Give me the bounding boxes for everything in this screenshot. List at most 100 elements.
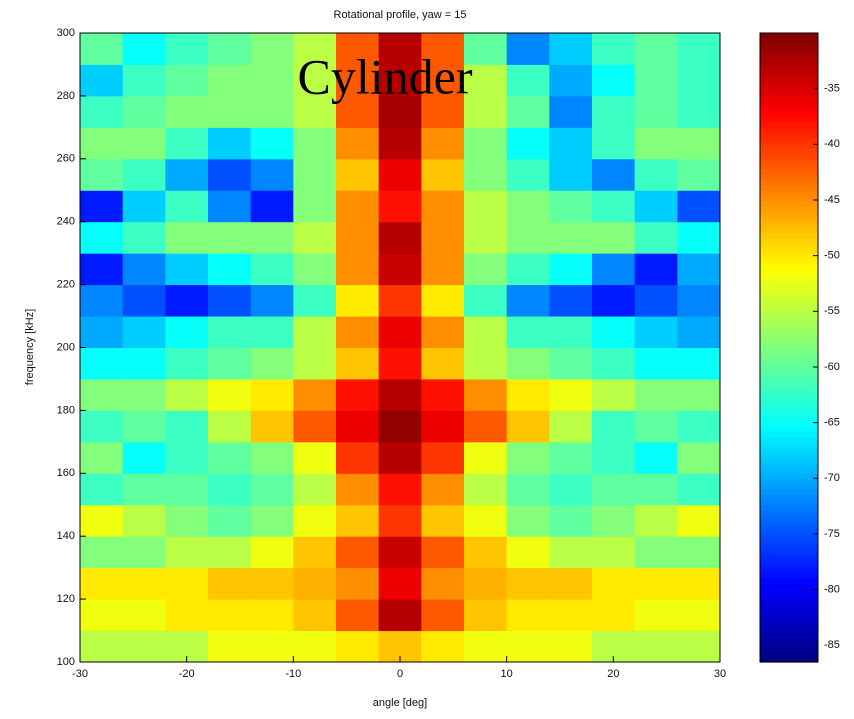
heat-cell [677,599,721,632]
heat-cell [677,441,721,474]
heat-cell [336,441,380,474]
colorbar-strip [760,541,818,548]
heat-cell [592,504,636,537]
colorbar-strip [760,562,818,569]
heat-cell [677,473,721,506]
colorbar-strip [760,321,818,328]
heat-cell [549,284,593,317]
colorbar-strip [760,247,818,254]
heat-cell [592,95,636,128]
heat-cell [80,504,124,537]
y-tick-label: 260 [57,153,75,165]
heat-cell [549,316,593,348]
heat-cell [549,504,593,537]
heat-cell [421,284,465,317]
heat-cell [208,95,252,128]
heat-cell [208,473,252,506]
colorbar-strip [760,641,818,647]
heat-cell [378,567,422,600]
colorbar-strip [760,405,818,411]
colorbar-strip [760,462,818,469]
colorbar-strip [760,74,818,81]
heat-cell [421,95,465,128]
heat-cell [464,284,508,317]
heat-cell [378,536,422,569]
colorbar-strip [760,394,818,401]
colorbar-strip [760,242,818,249]
heat-cell [80,347,124,380]
heat-cell [421,316,465,348]
heat-cell [165,441,209,474]
heat-cell [592,127,636,160]
heat-cell [165,253,209,286]
colorbar-strip [760,578,818,584]
heat-cell [634,158,678,191]
heat-cell [549,33,593,65]
heat-cell [464,221,508,254]
heat-cell [549,158,593,191]
colorbar-strip [760,614,818,621]
heat-cell [378,33,422,65]
colorbar-strip [760,384,818,391]
colorbar-strip [760,232,818,239]
heat-cell [208,441,252,474]
heat-cell [293,316,337,348]
heat-cell [421,378,465,411]
heat-cell [677,567,721,600]
heat-cell [592,158,636,191]
colorbar-strip [760,557,818,564]
heat-cell [592,599,636,632]
colorbar-strip [760,373,818,380]
heat-cell [293,127,337,160]
heat-cell [165,536,209,569]
heat-cell [464,95,508,128]
heat-cell [208,253,252,286]
heat-cell [421,190,465,223]
colorbar-strip [760,357,818,364]
heat-cell [506,33,550,65]
heat-cell [122,158,166,191]
heat-cell [464,599,508,632]
heat-cell [634,599,678,632]
heat-cell [293,599,337,632]
heat-cell [421,127,465,160]
heat-cell [250,504,294,537]
y-tick-label: 240 [57,216,75,228]
colorbar-strip [760,415,818,422]
heat-cell [165,599,209,632]
heat-cell [549,378,593,411]
colorbar-strip [760,268,818,275]
heat-cell [592,347,636,380]
heat-cell [293,284,337,317]
heat-cell [208,127,252,160]
heat-cell [464,410,508,443]
heat-cell [208,221,252,254]
heat-cell [634,316,678,348]
heat-cell [293,190,337,223]
heat-cell [80,284,124,317]
colorbar-strip [760,499,818,506]
heat-cell [677,190,721,223]
colorbar-strip [760,132,818,139]
heat-cell [250,441,294,474]
colorbar-strip [760,69,818,76]
colorbar-strip [760,90,818,97]
colorbar-strip [760,431,818,438]
colorbar-strip [760,85,818,92]
heat-cell [336,221,380,254]
colorbar-strip [760,226,818,233]
heat-cell [378,253,422,286]
heat-cell [336,504,380,537]
colorbar-tick-label: -65 [824,417,840,429]
heat-cell [421,33,465,65]
heat-cell [378,504,422,537]
heat-cell [122,127,166,160]
heat-cell [293,630,337,663]
colorbar-strip [760,258,818,265]
heat-cell [464,441,508,474]
heat-cell [464,378,508,411]
colorbar-strip [760,111,818,118]
heat-cell [421,64,465,97]
heat-cell [506,190,550,223]
